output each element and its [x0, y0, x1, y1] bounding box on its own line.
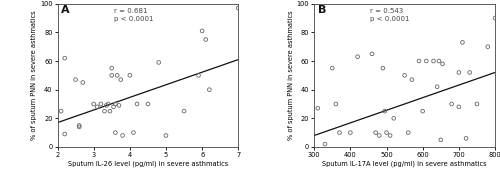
Point: [372, 131, 380, 134]
Point: [346, 131, 354, 134]
Point: [144, 102, 152, 105]
Point: [390, 117, 398, 120]
Point: [108, 67, 116, 70]
Point: [79, 81, 87, 84]
Point: [115, 104, 123, 107]
Point: [400, 74, 408, 77]
Point: [473, 102, 481, 105]
Point: [430, 60, 438, 62]
Point: [202, 38, 209, 41]
Point: [104, 102, 112, 105]
Point: [180, 110, 188, 113]
Point: [404, 131, 412, 134]
Point: [117, 78, 125, 81]
Text: B: B: [318, 5, 326, 15]
Point: [118, 134, 126, 137]
Point: [368, 52, 376, 55]
Point: [376, 134, 384, 137]
Point: [321, 143, 329, 146]
Point: [380, 110, 388, 113]
Point: [314, 107, 322, 110]
Point: [133, 102, 141, 105]
Point: [435, 60, 443, 62]
Point: [379, 67, 387, 70]
Point: [437, 138, 445, 141]
Point: [415, 60, 423, 62]
Point: [60, 133, 68, 136]
Point: [462, 137, 470, 140]
Y-axis label: % of sputum PNN in severe asthmatics: % of sputum PNN in severe asthmatics: [288, 11, 294, 140]
Point: [162, 134, 170, 137]
Point: [130, 131, 138, 134]
Point: [455, 71, 463, 74]
Point: [194, 74, 202, 77]
Point: [206, 88, 214, 91]
Point: [382, 131, 390, 134]
Point: [97, 102, 105, 105]
Point: [112, 102, 120, 105]
Point: [106, 110, 114, 113]
Point: [108, 74, 116, 77]
Point: [198, 29, 206, 32]
Point: [113, 74, 121, 77]
Text: A: A: [61, 5, 70, 15]
Point: [60, 57, 68, 60]
Point: [455, 105, 463, 108]
Point: [458, 41, 466, 44]
Text: r = 0.681
p < 0.0001: r = 0.681 p < 0.0001: [114, 8, 153, 22]
Point: [90, 102, 98, 105]
Point: [466, 71, 473, 74]
Point: [438, 62, 446, 65]
Point: [484, 45, 492, 48]
Point: [57, 110, 65, 113]
Point: [448, 102, 456, 105]
Point: [408, 78, 416, 81]
Y-axis label: % of sputum PNN in severe asthmatics: % of sputum PNN in severe asthmatics: [31, 11, 37, 140]
Point: [100, 110, 108, 113]
Point: [386, 134, 394, 137]
Point: [102, 104, 110, 107]
Point: [422, 60, 430, 62]
Text: r = 0.543
p < 0.0001: r = 0.543 p < 0.0001: [370, 8, 410, 22]
Point: [433, 85, 441, 88]
Point: [126, 74, 134, 77]
X-axis label: Sputum IL-17A level (pg/ml) in severe asthmatics: Sputum IL-17A level (pg/ml) in severe as…: [322, 161, 487, 167]
Point: [112, 131, 120, 134]
Point: [328, 67, 336, 70]
Point: [354, 55, 362, 58]
Point: [110, 105, 118, 108]
X-axis label: Sputum IL-26 level (pg/ml) in severe asthmatics: Sputum IL-26 level (pg/ml) in severe ast…: [68, 161, 228, 167]
Point: [94, 105, 102, 108]
Point: [336, 131, 344, 134]
Point: [332, 102, 340, 105]
Point: [75, 125, 83, 128]
Point: [154, 61, 162, 64]
Point: [75, 124, 83, 127]
Point: [491, 17, 499, 20]
Point: [418, 110, 426, 113]
Point: [72, 78, 80, 81]
Point: [234, 7, 242, 9]
